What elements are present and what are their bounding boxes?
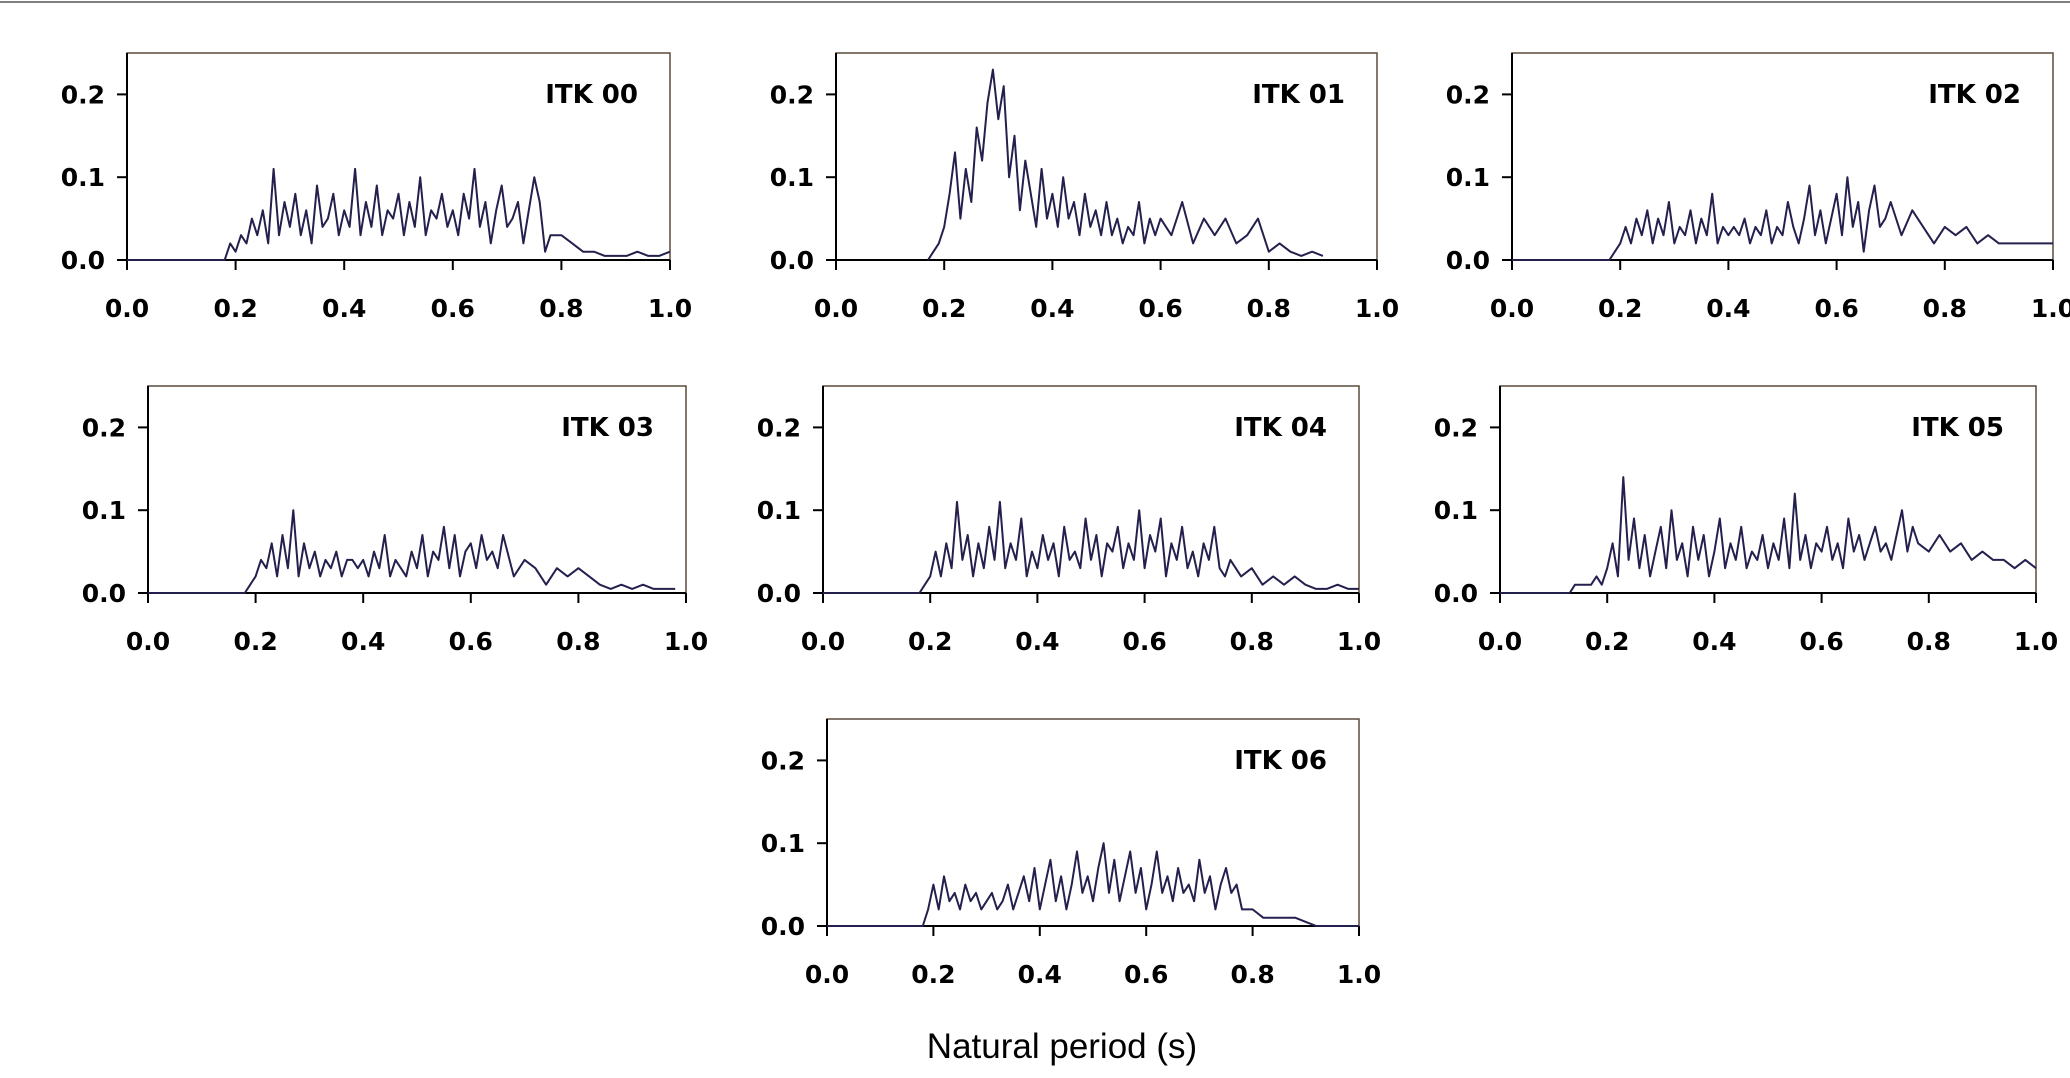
- y-tick-label: 0.0: [61, 246, 105, 275]
- x-tick-label: 0.8: [539, 294, 583, 323]
- panels-group: 0.0 0.2 0.4 0.6 0.8 1.00.00.10.2 ITK 000.0 0.2 0…: [61, 52, 2070, 989]
- x-tick-label: 0.2: [922, 294, 966, 323]
- panel-title: ITK 06: [1234, 746, 1327, 776]
- panel-title: ITK 02: [1928, 80, 2021, 110]
- y-tick-label: 0.2: [761, 746, 805, 775]
- series-line: [1500, 476, 2037, 594]
- x-tick-label: 0.6: [449, 627, 493, 656]
- x-tick-label: 1.0: [2031, 294, 2070, 323]
- x-tick-label: 0.8: [1230, 627, 1274, 656]
- x-tick-label: 1.0: [648, 294, 692, 323]
- figure-xlabel: Natural period (s): [927, 1027, 1197, 1066]
- x-tick-label: 0.4: [1015, 627, 1059, 656]
- x-tick-label: 0.8: [1907, 627, 1951, 656]
- y-tick-label: 0.0: [757, 579, 801, 608]
- x-tick-label: 1.0: [2014, 627, 2058, 656]
- chart-panel: 0.0 0.2 0.4 0.6 0.8 1.0 0.0 0.1 0.2 ITK 05: [1434, 385, 2058, 656]
- x-tick-label: 0.2: [908, 627, 952, 656]
- chart-panel: 0.0 0.2 0.4 0.6 0.8 1.0 0.0 0.1 0.2 ITK 00: [61, 52, 692, 323]
- series-line: [927, 68, 1324, 261]
- x-tick-label: 0.2: [213, 294, 257, 323]
- x-tick-label: 0.8: [1923, 294, 1967, 323]
- y-tick-label: 0.1: [761, 829, 805, 858]
- chart-panel: 0.0 0.2 0.4 0.6 0.8 1.0 0.0 0.1 0.2 ITK 02: [1446, 52, 2070, 323]
- y-tick-label: 0.1: [757, 496, 801, 525]
- x-tick-label: 0.4: [1706, 294, 1750, 323]
- y-tick-label: 0.2: [82, 413, 126, 442]
- x-tick-label: 0.4: [1018, 960, 1062, 989]
- x-tick-label: 0.0: [805, 960, 849, 989]
- panel-title: ITK 01: [1252, 80, 1345, 110]
- series-line: [1512, 176, 2053, 261]
- x-tick-label: 0.6: [431, 294, 475, 323]
- x-tick-label: 0.4: [1030, 294, 1074, 323]
- y-tick-label: 0.1: [1434, 496, 1478, 525]
- x-tick-label: 0.4: [341, 627, 385, 656]
- x-tick-label: 0.0: [814, 294, 858, 323]
- y-tick-label: 0.0: [770, 246, 814, 275]
- y-tick-label: 0.2: [1446, 80, 1490, 109]
- x-tick-label: 0.4: [1692, 627, 1736, 656]
- x-tick-label: 0.0: [126, 627, 170, 656]
- x-tick-label: 0.8: [1247, 294, 1291, 323]
- x-tick-label: 0.2: [911, 960, 955, 989]
- x-tick-label: 0.0: [1478, 627, 1522, 656]
- x-tick-label: 1.0: [1337, 960, 1381, 989]
- chart-panel: 0.0 0.2 0.4 0.6 0.8 1.0 0.0 0.1 0.2 ITK 04: [757, 385, 1381, 656]
- series-line: [127, 167, 671, 261]
- panel-title: ITK 03: [561, 413, 654, 443]
- x-tick-label: 0.2: [1585, 627, 1629, 656]
- y-tick-label: 0.1: [82, 496, 126, 525]
- y-tick-label: 0.2: [1434, 413, 1478, 442]
- y-tick-label: 0.1: [1446, 163, 1490, 192]
- x-tick-label: 0.6: [1122, 627, 1166, 656]
- x-tick-label: 1.0: [1337, 627, 1381, 656]
- x-tick-label: 0.2: [233, 627, 277, 656]
- x-tick-label: 0.6: [1799, 627, 1843, 656]
- y-tick-label: 0.0: [1446, 246, 1490, 275]
- x-tick-label: 0.0: [1490, 294, 1534, 323]
- chart-panel: 0.0 0.2 0.4 0.6 0.8 1.0 0.0 0.1 0.2 ITK 06: [761, 718, 1381, 989]
- y-tick-label: 0.0: [82, 579, 126, 608]
- x-tick-label: 0.8: [1230, 960, 1274, 989]
- x-tick-label: 1.0: [664, 627, 708, 656]
- x-tick-label: 0.4: [322, 294, 366, 323]
- x-tick-label: 0.0: [105, 294, 149, 323]
- y-tick-label: 0.2: [770, 80, 814, 109]
- x-tick-label: 1.0: [1355, 294, 1399, 323]
- x-tick-label: 0.8: [556, 627, 600, 656]
- panel-title: ITK 05: [1911, 413, 2004, 443]
- y-tick-label: 0.2: [757, 413, 801, 442]
- panel-title: ITK 04: [1234, 413, 1327, 443]
- chart-panel: 0.0 0.2 0.4 0.6 0.8 1.0 0.0 0.1 0.2 ITK 03: [82, 385, 708, 656]
- x-tick-label: 0.6: [1138, 294, 1182, 323]
- y-tick-label: 0.0: [761, 912, 805, 941]
- x-tick-label: 0.2: [1598, 294, 1642, 323]
- y-tick-label: 0.0: [1434, 579, 1478, 608]
- series-line: [823, 500, 1359, 594]
- series-line: [148, 509, 676, 594]
- y-tick-label: 0.1: [61, 163, 105, 192]
- y-tick-label: 0.1: [770, 163, 814, 192]
- x-tick-label: 0.0: [801, 627, 845, 656]
- series-line: [827, 842, 1359, 927]
- panel-title: ITK 00: [545, 80, 638, 110]
- x-tick-label: 0.6: [1814, 294, 1858, 323]
- x-tick-label: 0.6: [1124, 960, 1168, 989]
- chart-panel: 0.0 0.2 0.4 0.6 0.8 1.0 0.0 0.1 0.2 ITK 01: [770, 52, 1399, 323]
- y-tick-label: 0.2: [61, 80, 105, 109]
